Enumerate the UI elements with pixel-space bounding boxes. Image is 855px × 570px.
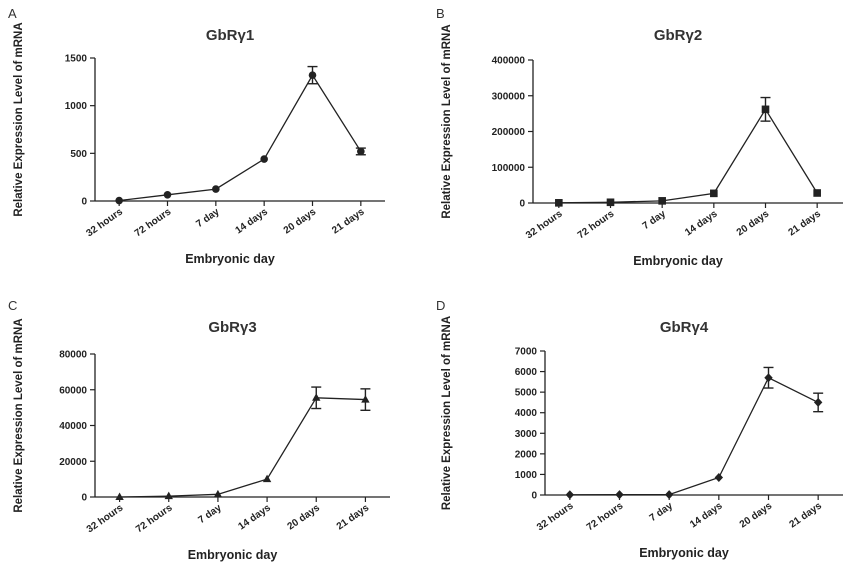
y-tick-label: 300000: [492, 91, 526, 102]
x-tick-label: 7 day: [648, 500, 676, 524]
y-axis-label: Relative Expression Level of mRNA: [13, 22, 25, 216]
y-tick-label: 100000: [492, 163, 526, 174]
x-tick-label: 32 hours: [535, 500, 576, 533]
data-point: [262, 474, 272, 483]
y-tick-label: 2000: [515, 449, 538, 460]
y-tick-label: 0: [519, 199, 525, 210]
y-tick-label: 1000: [65, 101, 88, 112]
data-point: [664, 490, 674, 500]
x-tick-label: 20 days: [735, 208, 772, 238]
y-tick-label: 0: [81, 493, 87, 504]
data-point: [658, 197, 666, 205]
panel-letter: D: [436, 298, 445, 313]
x-axis-label: Embryonic day: [188, 548, 278, 562]
x-axis-label: Embryonic day: [185, 252, 275, 266]
panel-c: C GbRγ3 0 20000 40000 60000 80000 32 hours 72 ho…: [0, 292, 425, 570]
y-axis-label: Relative Expression Level of mRNA: [13, 318, 25, 512]
x-tick-label: 7 day: [194, 206, 222, 230]
panel-letter: C: [8, 298, 17, 313]
panel-letter: B: [436, 6, 445, 21]
data-point: [565, 490, 575, 500]
y-tick-label: 80000: [59, 350, 87, 361]
data-point: [813, 397, 823, 407]
x-tick-label: 72 hours: [134, 502, 175, 535]
series-line: [558, 108, 818, 204]
x-tick-label: 72 hours: [133, 206, 174, 239]
data-point: [163, 191, 172, 199]
y-tick-label: 6000: [515, 367, 538, 378]
y-tick-label: 3000: [515, 429, 538, 440]
data-point: [213, 489, 223, 498]
x-tick-label: 32 hours: [85, 502, 126, 535]
y-tick-label: 20000: [59, 457, 87, 468]
y-tick-label: 5000: [515, 388, 538, 399]
y-tick-label: 0: [81, 197, 87, 208]
y-tick-label: 60000: [59, 385, 87, 396]
x-tick-label: 14 days: [688, 500, 725, 530]
data-point: [164, 491, 173, 500]
x-axis-label: Embryonic day: [633, 254, 723, 268]
panel-d: D GbRγ4 0 1000 2000 3000 4000 5000 6000 7000 32 ho…: [428, 292, 853, 570]
series-line: [569, 376, 819, 496]
panel-a: A GbRγ1 0 500 1000 1500 32 hours 72 hours 7 day 1…: [0, 0, 425, 280]
data-point: [115, 196, 123, 205]
x-axis-label: Embryonic day: [639, 546, 729, 560]
data-point: [312, 393, 321, 401]
x-tick-label: 20 days: [282, 206, 319, 236]
data-point: [260, 155, 268, 163]
data-point: [361, 395, 370, 403]
series-line: [119, 73, 362, 202]
chart-a-svg: A GbRγ1 0 500 1000 1500 32 hours 72 hours 7 day 1…: [8, 6, 385, 266]
chart-title: GbRγ4: [660, 319, 709, 336]
x-tick-label: 14 days: [234, 206, 271, 236]
x-tick-label: 21 days: [335, 502, 372, 532]
chart-b-svg: B GbRγ2 0 100000 200000 300000 400000 32 hours 7…: [436, 6, 843, 268]
x-tick-label: 14 days: [683, 208, 720, 238]
chart-title: GbRγ2: [654, 27, 702, 44]
y-tick-label: 500: [70, 149, 87, 160]
data-point: [115, 492, 124, 500]
data-point: [212, 185, 220, 193]
y-tick-label: 4000: [515, 408, 538, 419]
x-tick-label: 32 hours: [524, 208, 565, 241]
y-tick-label: 400000: [492, 56, 526, 67]
data-point: [555, 199, 563, 207]
x-tick-label: 7 day: [196, 502, 224, 526]
data-point: [714, 473, 724, 483]
chart-title: GbRγ1: [206, 27, 254, 44]
x-tick-label: 72 hours: [576, 208, 617, 241]
x-tick-label: 21 days: [787, 208, 824, 238]
series-line: [119, 397, 366, 498]
data-point: [764, 373, 773, 383]
x-tick-label: 20 days: [286, 502, 323, 532]
data-point: [761, 105, 770, 114]
chart-d-svg: D GbRγ4 0 1000 2000 3000 4000 5000 6000 7000 32 ho…: [436, 298, 843, 560]
data-point: [606, 198, 615, 207]
data-point: [357, 147, 365, 156]
panel-letter: A: [8, 6, 17, 21]
x-tick-label: 7 day: [641, 208, 669, 232]
y-tick-label: 1000: [515, 470, 538, 481]
data-point: [308, 71, 317, 79]
x-tick-label: 32 hours: [84, 206, 125, 239]
y-axis-label: Relative Expression Level of mRNA: [441, 316, 453, 510]
data-point: [615, 490, 624, 500]
panel-b: B GbRγ2 0 100000 200000 300000 400000 32 hours 7…: [428, 0, 853, 280]
data-point: [813, 189, 821, 197]
y-tick-label: 0: [531, 491, 537, 502]
y-axis-label: Relative Expression Level of mRNA: [441, 24, 453, 218]
x-tick-label: 21 days: [788, 500, 825, 530]
x-tick-label: 21 days: [330, 206, 367, 236]
y-tick-label: 40000: [59, 421, 87, 432]
y-tick-label: 1500: [65, 54, 88, 65]
x-tick-label: 14 days: [236, 502, 273, 532]
x-tick-label: 72 hours: [585, 500, 626, 533]
x-tick-label: 20 days: [738, 500, 775, 530]
chart-c-svg: C GbRγ3 0 20000 40000 60000 80000 32 hours 72 ho…: [8, 298, 390, 562]
y-tick-label: 200000: [492, 127, 526, 138]
chart-title: GbRγ3: [208, 319, 256, 336]
y-tick-label: 7000: [515, 347, 538, 358]
data-point: [710, 189, 718, 198]
